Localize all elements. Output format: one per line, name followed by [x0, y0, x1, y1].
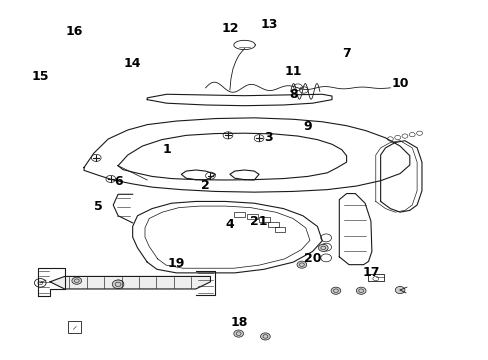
Text: 11: 11 — [284, 64, 301, 77]
Text: 4: 4 — [225, 218, 234, 231]
Text: 9: 9 — [303, 120, 311, 133]
Text: 19: 19 — [167, 257, 185, 270]
Bar — [268, 221, 279, 226]
Text: 17: 17 — [362, 266, 379, 279]
Bar — [259, 217, 269, 222]
Circle shape — [114, 280, 123, 287]
Bar — [68, 321, 81, 333]
Circle shape — [233, 330, 243, 337]
Text: 20: 20 — [303, 252, 321, 265]
Text: 15: 15 — [31, 70, 49, 83]
Text: 13: 13 — [260, 18, 277, 31]
Text: 5: 5 — [94, 200, 103, 213]
Circle shape — [330, 287, 340, 294]
Bar — [367, 274, 383, 281]
Text: 2: 2 — [201, 179, 209, 192]
Circle shape — [318, 244, 327, 251]
Text: 6: 6 — [114, 175, 122, 188]
Text: 16: 16 — [65, 25, 83, 38]
Bar — [234, 212, 244, 217]
Text: 1: 1 — [162, 143, 171, 156]
Text: 12: 12 — [221, 22, 238, 35]
Text: 18: 18 — [230, 316, 248, 329]
Bar — [274, 227, 285, 232]
Circle shape — [394, 287, 404, 294]
Circle shape — [72, 277, 81, 284]
Text: 14: 14 — [123, 57, 141, 71]
Bar — [247, 214, 258, 219]
Text: 8: 8 — [288, 88, 297, 101]
Circle shape — [296, 261, 306, 268]
Text: 3: 3 — [264, 131, 273, 144]
Circle shape — [112, 280, 123, 289]
Polygon shape — [50, 276, 210, 289]
Text: 10: 10 — [390, 77, 408, 90]
Text: 21: 21 — [250, 215, 267, 228]
Circle shape — [260, 333, 270, 340]
Text: 7: 7 — [342, 47, 350, 60]
Circle shape — [356, 287, 366, 294]
